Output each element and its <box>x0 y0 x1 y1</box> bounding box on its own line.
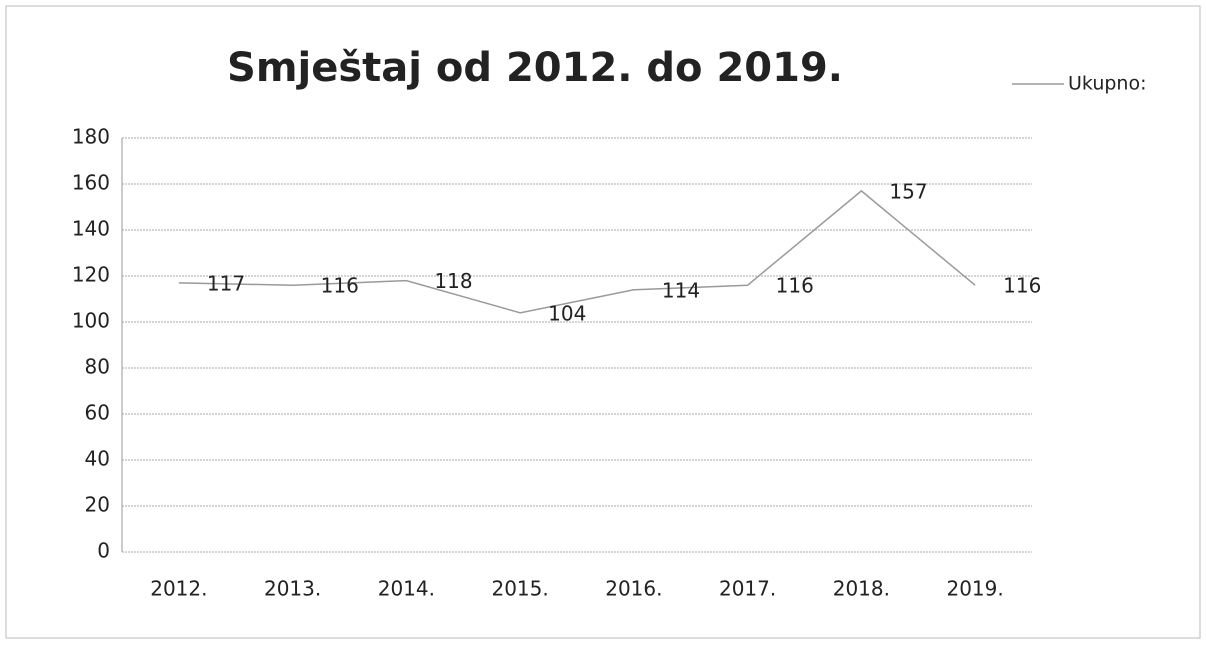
x-tick-label: 2019. <box>946 577 1003 601</box>
x-tick-label: 2018. <box>833 577 890 601</box>
y-tick-label: 180 <box>72 125 110 149</box>
y-tick-label: 140 <box>72 217 110 241</box>
y-tick-label: 120 <box>72 263 110 287</box>
line-series <box>178 189 976 314</box>
y-tick-label: 80 <box>85 355 110 379</box>
y-tick-label: 60 <box>85 401 110 425</box>
x-tick-label: 2016. <box>605 577 662 601</box>
data-label: 117 <box>207 271 245 295</box>
y-tick-label: 40 <box>85 447 110 471</box>
data-label: 118 <box>434 269 472 293</box>
data-label: 104 <box>548 301 586 325</box>
y-tick-label: 20 <box>85 493 110 517</box>
data-label: 116 <box>776 274 814 298</box>
y-tick-label: 100 <box>72 309 110 333</box>
x-tick-label: 2015. <box>491 577 548 601</box>
x-tick-label: 2013. <box>264 577 321 601</box>
x-tick-label: 2012. <box>150 577 207 601</box>
data-label: 116 <box>321 274 359 298</box>
x-tick-label: 2017. <box>719 577 776 601</box>
y-tick-label: 0 <box>97 539 110 563</box>
chart-border <box>5 5 1201 639</box>
x-tick-label: 2014. <box>378 577 435 601</box>
y-tick-label: 160 <box>72 171 110 195</box>
data-label: 114 <box>662 278 700 302</box>
chart-title: Smještaj od 2012. do 2019. <box>227 45 843 91</box>
data-label: 116 <box>1003 274 1041 298</box>
legend-label: Ukupno: <box>1068 73 1147 95</box>
data-label: 157 <box>889 179 927 203</box>
